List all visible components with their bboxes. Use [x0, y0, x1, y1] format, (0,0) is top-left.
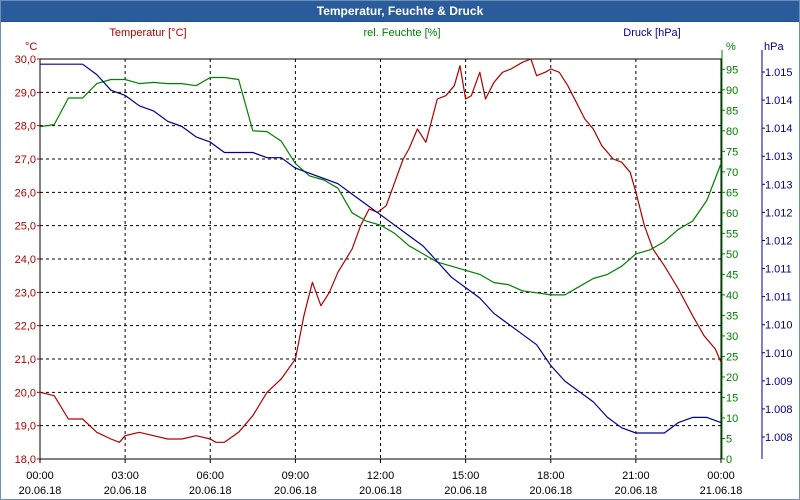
- humidity-tick-label: 45: [726, 269, 738, 281]
- x-tick-date: 20.06.18: [614, 485, 657, 497]
- pressure-tick-label: 1.014: [765, 95, 793, 107]
- series-layer: [39, 58, 722, 443]
- humidity-tick-label: 15: [726, 392, 738, 404]
- humidity-tick-label: 5: [726, 433, 732, 445]
- temperature-tick-label: 25,0: [15, 221, 36, 233]
- humidity-tick-label: 95: [726, 64, 738, 76]
- temperature-tick-label: 30,0: [15, 54, 36, 66]
- humidity-tick-label: 25: [726, 351, 738, 363]
- temperature-tick-label: 27,0: [15, 154, 36, 166]
- temperature-tick-label: 20,0: [15, 387, 36, 399]
- humidity-tick-label: 85: [726, 105, 738, 117]
- x-tick-time: 15:00: [452, 470, 480, 482]
- series-temperature-line: [39, 58, 722, 443]
- x-tick-time: 00:00: [26, 470, 54, 482]
- pressure-tick-label: 1.011: [765, 264, 792, 276]
- pressure-tick-label: 1.014: [765, 123, 793, 135]
- humidity-unit: %: [726, 41, 736, 53]
- x-tick-date: 20.06.18: [19, 485, 62, 497]
- temperature-tick-label: 28,0: [15, 121, 36, 133]
- humidity-tick-label: 40: [726, 290, 738, 302]
- pressure-tick-label: 1.012: [765, 235, 793, 247]
- humidity-tick-label: 90: [726, 85, 738, 97]
- temperature-tick-label: 18,0: [15, 454, 36, 466]
- x-tick-time: 09:00: [282, 470, 310, 482]
- series-humidity-line: [39, 76, 722, 296]
- temperature-tick-label: 21,0: [15, 354, 36, 366]
- pressure-unit: hPa: [764, 41, 784, 53]
- temperature-tick-label: 19,0: [15, 421, 36, 433]
- pressure-tick-label: 1.013: [765, 151, 793, 163]
- humidity-tick-label: 35: [726, 310, 738, 322]
- humidity-axis-title: rel. Feuchte [%]: [363, 27, 440, 39]
- temperature-tick-label: 23,0: [15, 287, 36, 299]
- humidity-tick-label: 55: [726, 228, 738, 240]
- pressure-axis-title: Druck [hPa]: [623, 27, 680, 39]
- temperature-tick-label: 26,0: [15, 187, 36, 199]
- grid: [40, 59, 721, 459]
- x-tick-date: 20.06.18: [444, 485, 487, 497]
- pressure-tick-label: 1.011: [765, 292, 792, 304]
- humidity-tick-label: 0: [726, 454, 732, 466]
- temperature-axis-title: Temperatur [°C]: [109, 27, 186, 39]
- temperature-tick-label: 24,0: [15, 254, 36, 266]
- x-tick-date: 20.06.18: [529, 485, 572, 497]
- axis-labels: 18,0 19,0 20,0 21,0 22,0 23,0 24,0 25,0 26,0 27,0…: [15, 27, 793, 497]
- x-tick-time: 21:00: [622, 470, 650, 482]
- humidity-tick-label: 20: [726, 372, 738, 384]
- pressure-tick-label: 1.015: [765, 67, 793, 79]
- x-tick-time: 18:00: [537, 470, 565, 482]
- pressure-tick-label: 1.010: [765, 320, 793, 332]
- pressure-tick-label: 1.009: [765, 376, 793, 388]
- x-tick-date: 20.06.18: [189, 485, 232, 497]
- pressure-tick-label: 1.013: [765, 179, 793, 191]
- x-tick-time: 03:00: [111, 470, 139, 482]
- pressure-tick-label: 1.008: [765, 432, 793, 444]
- x-tick-date: 20.06.18: [274, 485, 317, 497]
- x-tick-date: 21.06.18: [700, 485, 743, 497]
- humidity-tick-label: 75: [726, 146, 738, 158]
- humidity-tick-label: 10: [726, 413, 738, 425]
- pressure-tick-label: 1.010: [765, 348, 793, 360]
- humidity-tick-label: 60: [726, 208, 738, 220]
- pressure-tick-label: 1.008: [765, 404, 793, 416]
- x-tick-date: 20.06.18: [104, 485, 147, 497]
- temperature-unit: °C: [25, 41, 37, 53]
- humidity-tick-label: 65: [726, 187, 738, 199]
- chart-title: Temperatur, Feuchte & Druck: [1, 1, 799, 22]
- humidity-tick-label: 50: [726, 249, 738, 261]
- temperature-tick-label: 29,0: [15, 87, 36, 99]
- pressure-tick-label: 1.012: [765, 207, 793, 219]
- x-tick-time: 00:00: [707, 470, 735, 482]
- x-tick-date: 20.06.18: [359, 485, 402, 497]
- temperature-tick-label: 22,0: [15, 321, 36, 333]
- humidity-tick-label: 80: [726, 126, 738, 138]
- x-tick-time: 06:00: [196, 470, 224, 482]
- x-tick-time: 12:00: [367, 470, 395, 482]
- humidity-tick-label: 70: [726, 167, 738, 179]
- humidity-tick-label: 30: [726, 331, 738, 343]
- series-pressure-line: [40, 63, 722, 434]
